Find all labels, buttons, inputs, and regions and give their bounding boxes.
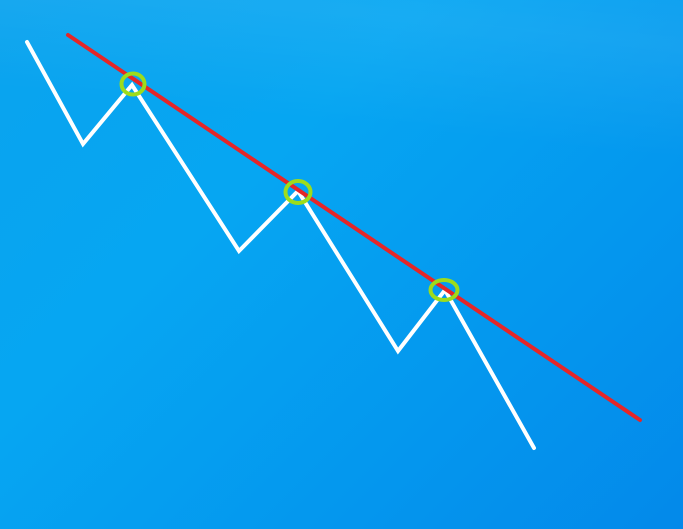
touch-marker-2 xyxy=(283,179,313,205)
touch-marker-3 xyxy=(428,278,460,302)
resistance-trendline xyxy=(66,33,642,422)
touch-marker-1 xyxy=(119,71,147,97)
price-zigzag-line xyxy=(25,40,536,450)
